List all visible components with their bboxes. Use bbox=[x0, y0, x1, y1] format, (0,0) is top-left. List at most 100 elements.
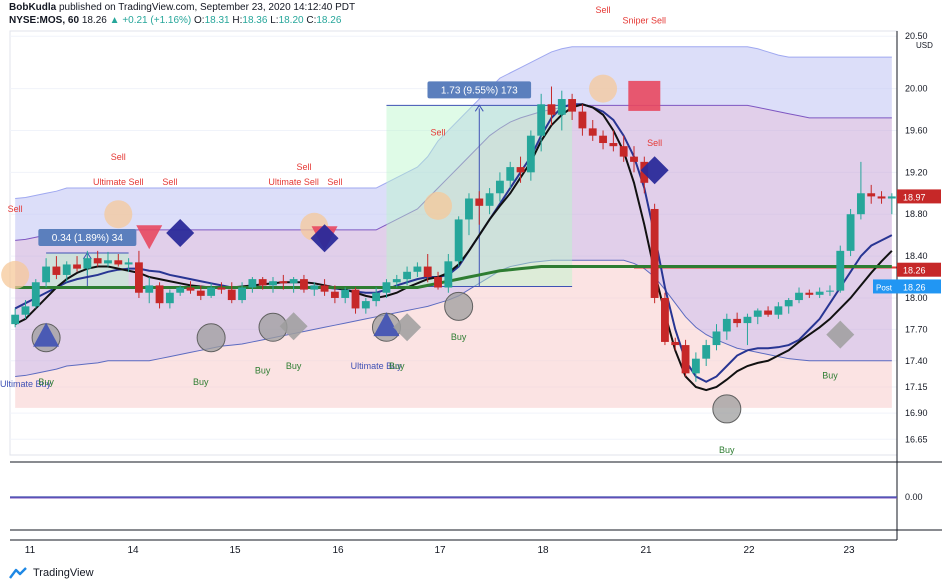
candle-body bbox=[630, 156, 638, 162]
candle-body bbox=[186, 287, 195, 291]
candle-down bbox=[186, 281, 195, 294]
candle-body bbox=[248, 279, 257, 288]
candle-down bbox=[764, 306, 772, 317]
gray-circle-marker bbox=[444, 291, 474, 321]
sell-triangle-marker bbox=[136, 225, 163, 250]
signal-label-sell: Sniper Sell bbox=[623, 16, 667, 26]
candle-up bbox=[557, 90, 566, 131]
candle-body bbox=[764, 310, 772, 315]
candle-body bbox=[887, 196, 896, 199]
candle-up bbox=[444, 253, 453, 293]
signal-label-buy: Buy bbox=[822, 371, 838, 381]
candle-body bbox=[207, 287, 216, 296]
candle-up bbox=[795, 287, 803, 304]
signal-label-sell: Sell bbox=[596, 5, 611, 15]
candle-body bbox=[155, 285, 164, 304]
signal-label-sell: Sell bbox=[647, 138, 662, 148]
high-label: H: bbox=[232, 15, 243, 26]
candle-down bbox=[661, 292, 669, 346]
candle-body bbox=[135, 262, 143, 293]
candle-body bbox=[547, 104, 556, 115]
candle-down bbox=[196, 285, 205, 301]
candle-body bbox=[578, 111, 587, 129]
candle-body bbox=[702, 345, 711, 359]
candle-body bbox=[619, 146, 628, 157]
candle-body bbox=[609, 143, 618, 147]
candle-body bbox=[73, 264, 81, 269]
candle-body bbox=[526, 135, 535, 173]
post-price-label: 18.26 bbox=[903, 282, 926, 292]
tradingview-logo-icon bbox=[9, 567, 27, 579]
candle-body bbox=[382, 282, 391, 293]
signal-label-buy: Buy bbox=[451, 332, 467, 342]
buy-triangle-marker bbox=[373, 312, 400, 337]
candle-up bbox=[238, 282, 246, 304]
signal-label-buy: Buy bbox=[719, 445, 735, 455]
candle-up bbox=[722, 313, 731, 340]
price-tick-label: 19.20 bbox=[905, 167, 928, 177]
candle-body bbox=[196, 290, 205, 296]
candle-up bbox=[403, 266, 412, 286]
candle-body bbox=[444, 261, 453, 288]
candle-up bbox=[856, 161, 865, 220]
candle-up bbox=[392, 274, 401, 288]
low-value: 18.20 bbox=[278, 15, 304, 26]
candle-down bbox=[279, 274, 288, 290]
signal-label-ultimate-buy: Ultimate Buy bbox=[351, 361, 403, 371]
last-price-tag bbox=[897, 189, 941, 204]
signal-label-ultimate-buy: Ultimate Buy bbox=[0, 379, 51, 389]
tradingview-brand[interactable]: TradingView bbox=[9, 567, 94, 579]
brand-name: TradingView bbox=[33, 567, 94, 579]
symbol-line: NYSE:MOS, 60 18.26 ▲ +0.21 (+1.16%) O:18… bbox=[9, 15, 341, 26]
candle-body bbox=[805, 292, 814, 295]
signal-label-buy: Buy bbox=[193, 377, 209, 387]
orange-circle-marker bbox=[589, 74, 618, 103]
gray-diamond-marker bbox=[279, 312, 308, 341]
signal-label-buy: Buy bbox=[286, 361, 302, 371]
symbol-name: NYSE:MOS, 60 bbox=[9, 15, 80, 26]
time-tick-label: 17 bbox=[434, 545, 446, 556]
candle-down bbox=[619, 135, 628, 162]
currency-label: USD bbox=[916, 41, 933, 50]
gray-circle-marker bbox=[712, 394, 742, 424]
measure-label: 1.73 (9.55%) 173 bbox=[441, 85, 518, 96]
candle-up bbox=[248, 277, 257, 293]
candle-up bbox=[21, 300, 30, 319]
candle-down bbox=[423, 253, 432, 283]
candle-down bbox=[114, 253, 123, 267]
candle-up bbox=[341, 287, 350, 304]
candle-up bbox=[207, 283, 216, 298]
candle-up bbox=[310, 282, 319, 296]
candle-up bbox=[31, 279, 40, 309]
post-market-tag bbox=[873, 279, 897, 294]
candle-down bbox=[733, 312, 742, 328]
candle-body bbox=[403, 271, 412, 280]
navy-diamond-marker bbox=[166, 219, 195, 248]
candle-body bbox=[83, 258, 92, 269]
candle-body bbox=[867, 193, 876, 197]
measure-label-box bbox=[427, 81, 532, 99]
candle-body bbox=[165, 292, 174, 304]
price-tick-label: 18.00 bbox=[905, 293, 928, 303]
candle-body bbox=[62, 264, 71, 275]
price-tick-label: 17.15 bbox=[905, 382, 928, 392]
candle-down bbox=[681, 339, 690, 377]
candle-body bbox=[588, 128, 597, 136]
candle-up bbox=[413, 262, 422, 278]
candle-body bbox=[351, 289, 360, 309]
candle-up bbox=[289, 277, 298, 293]
candle-down bbox=[609, 130, 618, 152]
candle-body bbox=[815, 291, 824, 295]
price-tick-label: 20.50 bbox=[905, 31, 928, 41]
candle-down bbox=[300, 274, 308, 293]
gray-diamond-marker bbox=[826, 320, 855, 349]
candle-body bbox=[372, 292, 381, 302]
band-middle-zone bbox=[15, 105, 892, 377]
open-label: O: bbox=[194, 15, 205, 26]
candle-down bbox=[351, 287, 360, 314]
candle-body bbox=[454, 219, 463, 262]
candle-body bbox=[114, 260, 123, 265]
candle-down bbox=[516, 156, 525, 183]
candle-body bbox=[568, 99, 577, 112]
